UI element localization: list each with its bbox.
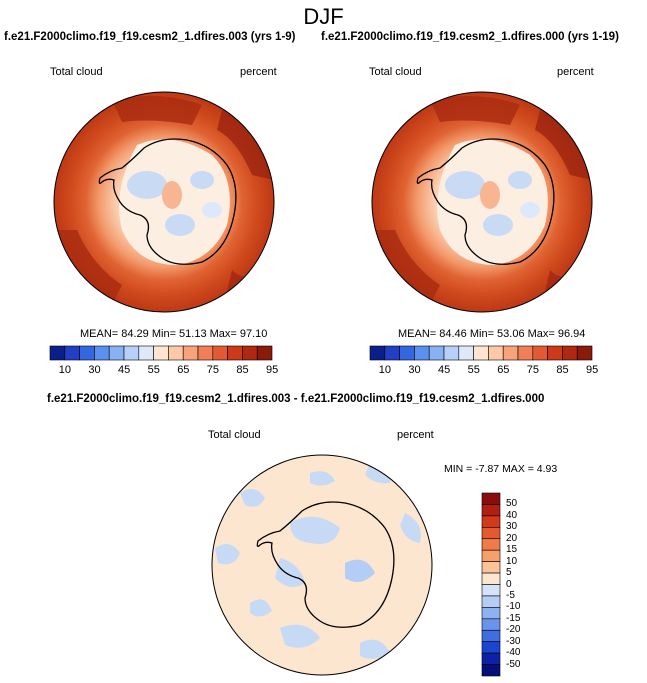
colorbar-swatch	[481, 561, 501, 574]
colorbar-tick-label: 75	[526, 364, 540, 376]
colorbar-tick-label: 0	[506, 578, 512, 590]
colorbar-tick-label: 45	[118, 364, 131, 376]
colorbar-swatch	[49, 345, 66, 361]
colorbar-tick-label: -5	[506, 589, 515, 601]
panel2-colorbar-labels: 10 30 45 55 65 75 85 95	[370, 364, 598, 378]
colorbar-swatch	[481, 652, 501, 665]
colorbar-tick-label: 50	[506, 498, 518, 510]
colorbar-swatch	[79, 345, 95, 361]
colorbar-swatch	[138, 345, 154, 361]
colorbar-swatch	[481, 629, 501, 642]
colorbar-swatch	[481, 584, 501, 597]
panel1-units: percent	[240, 66, 277, 78]
colorbar-tick-label: 10	[58, 364, 72, 376]
panel1-stats: MEAN= 84.29 Min= 51.13 Max= 97.10	[80, 328, 268, 340]
colorbar-tick-label: 15	[506, 544, 518, 556]
difference-colorbar	[481, 492, 501, 677]
colorbar-swatch	[399, 345, 415, 361]
colorbar-swatch	[242, 345, 258, 361]
colorbar-swatch	[369, 345, 386, 361]
colorbar-swatch	[481, 549, 501, 562]
colorbar-swatch	[108, 345, 125, 361]
colorbar-tick-label: 10	[378, 364, 392, 376]
colorbar-swatch	[517, 345, 534, 361]
colorbar-tick-label: -10	[506, 601, 521, 613]
colorbar-swatch	[94, 345, 110, 361]
colorbar-tick-label: 85	[236, 364, 249, 376]
panel1-colorbar	[49, 345, 273, 361]
colorbar-swatch	[576, 345, 593, 361]
difference-map	[211, 454, 433, 676]
colorbar-swatch	[182, 345, 199, 361]
colorbar-swatch	[481, 538, 501, 551]
panel2-units: percent	[557, 66, 594, 78]
colorbar-tick-label: 30	[408, 364, 421, 376]
panel2-colorbar	[369, 345, 593, 361]
colorbar-swatch	[481, 527, 501, 540]
colorbar-swatch	[473, 345, 489, 361]
colorbar-swatch	[481, 664, 501, 677]
colorbar-tick-label: 65	[177, 364, 190, 376]
colorbar-tick-label: 65	[497, 364, 510, 376]
panel2-variable: Total cloud	[369, 66, 422, 78]
colorbar-swatch	[547, 345, 563, 361]
difference-units: percent	[397, 429, 434, 441]
colorbar-tick-label: 95	[266, 364, 279, 376]
colorbar-tick-label: -50	[506, 658, 521, 670]
colorbar-tick-label: -15	[506, 612, 521, 624]
colorbar-swatch	[481, 515, 501, 528]
colorbar-swatch	[64, 345, 80, 361]
colorbar-swatch	[481, 504, 501, 517]
colorbar-tick-label: 85	[556, 364, 569, 376]
colorbar-tick-label: 10	[506, 555, 518, 567]
colorbar-swatch	[197, 345, 214, 361]
panel2-stats: MEAN= 84.46 Min= 53.06 Max= 96.94	[398, 328, 586, 340]
colorbar-swatch	[153, 345, 169, 361]
colorbar-swatch	[428, 345, 445, 361]
colorbar-swatch	[481, 641, 501, 654]
colorbar-tick-label: 45	[438, 364, 451, 376]
colorbar-tick-label: 30	[88, 364, 101, 376]
colorbar-swatch	[481, 595, 501, 608]
colorbar-tick-label: 55	[467, 364, 480, 376]
difference-variable: Total cloud	[208, 429, 261, 441]
figure-title: DJF	[303, 4, 344, 29]
panel1-map	[53, 91, 275, 313]
colorbar-swatch	[123, 345, 140, 361]
panel1-case-title: f.e21.F2000climo.f19_f19.cesm2_1.dfires.…	[4, 31, 296, 43]
colorbar-swatch	[488, 345, 504, 361]
colorbar-swatch	[481, 607, 501, 620]
panel2-case-title: f.e21.F2000climo.f19_f19.cesm2_1.dfires.…	[321, 31, 619, 43]
colorbar-tick-label: 95	[586, 364, 599, 376]
colorbar-tick-label: -30	[506, 635, 521, 647]
colorbar-tick-label: 40	[506, 509, 518, 521]
difference-stats: MIN = -7.87 MAX = 4.93	[444, 463, 558, 475]
colorbar-tick-label: 30	[506, 521, 518, 533]
colorbar-tick-label: 55	[147, 364, 160, 376]
difference-title: f.e21.F2000climo.f19_f19.cesm2_1.dfires.…	[47, 393, 545, 405]
colorbar-tick-label: 5	[506, 567, 512, 579]
colorbar-swatch	[384, 345, 400, 361]
colorbar-swatch	[458, 345, 474, 361]
panel1-variable: Total cloud	[50, 66, 103, 78]
colorbar-swatch	[212, 345, 228, 361]
colorbar-swatch	[227, 345, 243, 361]
difference-colorbar-labels: 50 40 30 20 15 10 5 0 -5 -10 -15 -20 -30 -40 -50	[504, 493, 544, 676]
panel1-colorbar-labels: 10 30 45 55 65 75 85 95	[50, 364, 278, 378]
colorbar-swatch	[443, 345, 460, 361]
colorbar-swatch	[481, 618, 501, 631]
colorbar-swatch	[414, 345, 430, 361]
colorbar-swatch	[481, 572, 501, 585]
colorbar-swatch	[502, 345, 519, 361]
colorbar-swatch	[256, 345, 273, 361]
panel2-map	[371, 91, 593, 313]
colorbar-swatch	[481, 492, 501, 505]
colorbar-swatch	[562, 345, 578, 361]
colorbar-tick-label: -40	[506, 647, 521, 659]
colorbar-swatch	[532, 345, 548, 361]
colorbar-tick-label: -20	[506, 624, 521, 636]
colorbar-tick-label: 75	[206, 364, 220, 376]
colorbar-swatch	[168, 345, 184, 361]
colorbar-tick-label: 20	[506, 532, 518, 544]
